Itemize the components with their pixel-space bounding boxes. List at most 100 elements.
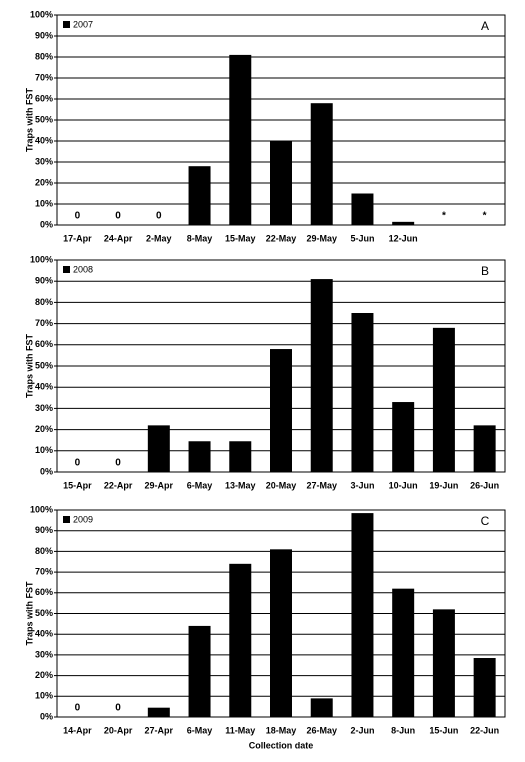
x-tick-label: 13-May	[225, 480, 256, 490]
x-tick-label: 18-May	[266, 725, 297, 735]
x-tick-label: 2-May	[146, 233, 172, 243]
x-tick-label: 12-Jun	[389, 233, 418, 243]
y-tick-label: 90%	[35, 525, 53, 535]
legend-label: 2008	[73, 264, 93, 274]
y-tick-label: 100%	[30, 504, 53, 514]
data-label: 0	[115, 211, 121, 222]
x-tick-label: 6-May	[187, 480, 213, 490]
x-tick-label: 6-May	[187, 725, 213, 735]
legend-label: 2009	[73, 514, 93, 524]
bar	[229, 441, 252, 472]
bar	[310, 103, 333, 225]
y-tick-label: 70%	[35, 318, 53, 328]
bar	[188, 441, 211, 472]
data-label: 0	[115, 703, 121, 714]
y-tick-label: 50%	[35, 360, 53, 370]
bar	[229, 563, 252, 717]
x-tick-label: 15-Jun	[429, 725, 458, 735]
x-tick-label: 22-May	[266, 233, 297, 243]
y-tick-label: 30%	[35, 649, 53, 659]
x-tick-label: 17-Apr	[63, 233, 92, 243]
bar	[392, 588, 415, 717]
bar	[310, 698, 333, 717]
data-label: *	[483, 211, 487, 222]
y-tick-label: 100%	[30, 9, 53, 19]
y-tick-label: 40%	[35, 382, 53, 392]
y-tick-label: 0%	[40, 219, 53, 229]
y-axis-label: Traps with FST	[24, 581, 34, 646]
x-tick-label: 15-Apr	[63, 480, 92, 490]
y-tick-label: 50%	[35, 114, 53, 124]
y-tick-label: 70%	[35, 72, 53, 82]
data-label: *	[442, 211, 446, 222]
y-tick-label: 80%	[35, 297, 53, 307]
y-tick-label: 0%	[40, 466, 53, 476]
bar	[310, 279, 333, 472]
bar	[351, 513, 374, 717]
y-tick-label: 100%	[30, 254, 53, 264]
x-tick-label: 27-Apr	[145, 725, 174, 735]
panel-letter: B	[481, 264, 489, 278]
x-tick-label: 5-Jun	[350, 233, 374, 243]
y-tick-label: 40%	[35, 629, 53, 639]
x-tick-label: 22-Jun	[470, 725, 499, 735]
x-tick-label: 11-May	[225, 725, 255, 735]
x-tick-label: 10-Jun	[389, 480, 418, 490]
legend-swatch	[63, 266, 70, 273]
data-label: 0	[115, 458, 121, 469]
bar	[270, 549, 292, 717]
y-tick-label: 20%	[35, 424, 53, 434]
x-axis-label: Collection date	[249, 740, 314, 750]
panel-letter: A	[481, 19, 489, 33]
y-axis-label: Traps with FST	[24, 87, 34, 152]
y-tick-label: 10%	[35, 198, 53, 208]
bar	[392, 402, 415, 472]
bar	[188, 625, 211, 717]
y-tick-label: 90%	[35, 276, 53, 286]
panel-letter: C	[481, 514, 490, 528]
x-tick-label: 26-May	[306, 725, 337, 735]
bar	[351, 313, 374, 472]
x-tick-label: 22-Apr	[104, 480, 133, 490]
data-label: 0	[75, 458, 81, 469]
x-tick-label: 2-Jun	[350, 725, 374, 735]
legend-swatch	[63, 516, 70, 523]
y-tick-label: 90%	[35, 30, 53, 40]
y-tick-label: 70%	[35, 566, 53, 576]
y-tick-label: 10%	[35, 691, 53, 701]
y-tick-label: 30%	[35, 156, 53, 166]
x-tick-label: 24-Apr	[104, 233, 133, 243]
data-label: 0	[75, 211, 81, 222]
x-tick-label: 3-Jun	[350, 480, 374, 490]
bar	[270, 141, 292, 225]
legend-label: 2007	[73, 19, 93, 29]
y-tick-label: 60%	[35, 587, 53, 597]
x-tick-label: 29-Apr	[145, 480, 174, 490]
bar	[473, 658, 496, 717]
y-tick-label: 50%	[35, 608, 53, 618]
x-tick-label: 29-May	[306, 233, 337, 243]
bar	[351, 193, 374, 225]
legend-swatch	[63, 21, 70, 28]
x-tick-label: 14-Apr	[63, 725, 92, 735]
x-tick-label: 19-Jun	[429, 480, 458, 490]
y-tick-label: 80%	[35, 546, 53, 556]
y-tick-label: 30%	[35, 403, 53, 413]
y-tick-label: 10%	[35, 445, 53, 455]
x-tick-label: 8-Jun	[391, 725, 415, 735]
data-label: 0	[75, 703, 81, 714]
y-tick-label: 40%	[35, 135, 53, 145]
x-tick-label: 8-May	[187, 233, 213, 243]
bar	[432, 609, 455, 717]
bar	[270, 349, 292, 472]
bar	[392, 221, 415, 225]
x-tick-label: 15-May	[225, 233, 256, 243]
x-tick-label: 26-Jun	[470, 480, 499, 490]
data-label: 0	[156, 211, 162, 222]
y-tick-label: 60%	[35, 93, 53, 103]
bar	[147, 425, 170, 472]
bar	[147, 707, 170, 717]
y-tick-label: 20%	[35, 177, 53, 187]
y-axis-label: Traps with FST	[24, 333, 34, 398]
